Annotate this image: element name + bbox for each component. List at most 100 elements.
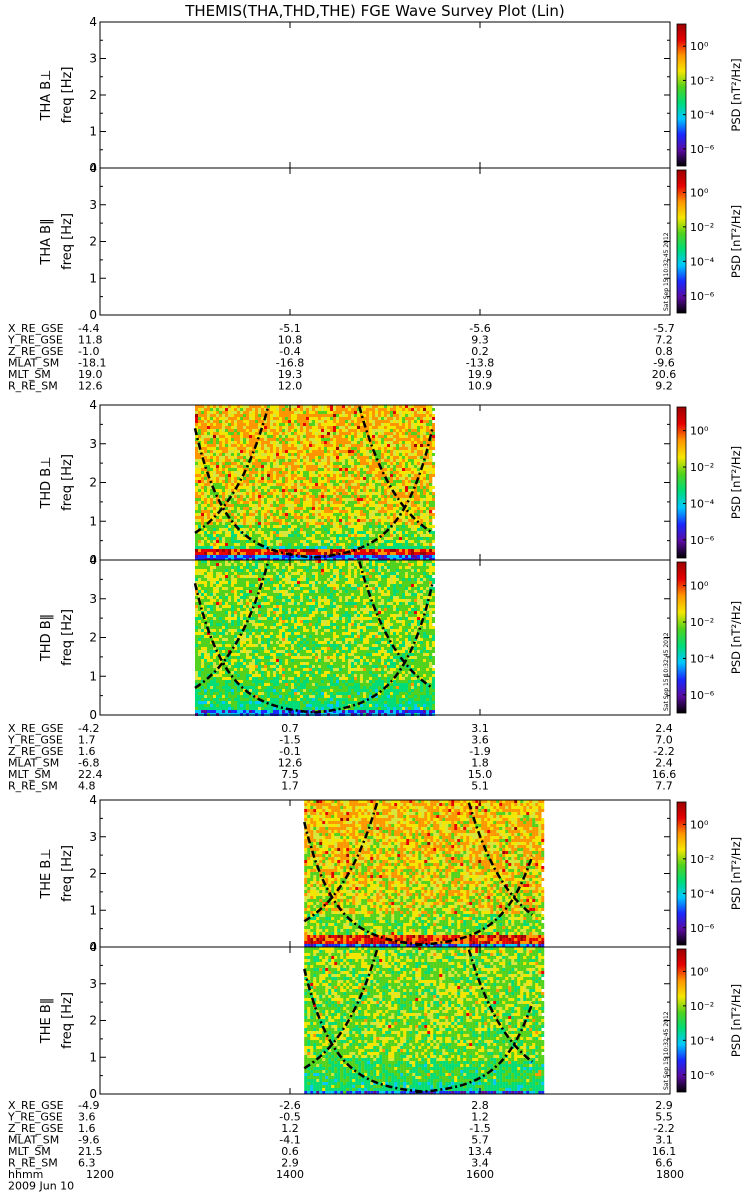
colorbar: 10⁰ 10⁻² 10⁻⁴ 10⁻⁶ PSD [nT²/Hz] (676, 406, 743, 559)
y-tick-label: 0 (89, 308, 97, 322)
y-tick-label: 2 (89, 476, 97, 490)
ephemeris-row-label: R_RE_SM (8, 1157, 58, 1170)
ephemeris-value: 9.2 (655, 380, 673, 393)
colorbar-scale (676, 169, 687, 314)
ephemeris-value: -4.4 (78, 322, 99, 335)
colorbar-label: PSD [nT²/Hz] (729, 984, 743, 1057)
ephemeris-value: 3.1 (471, 722, 489, 735)
y-tick-label: 2 (89, 88, 97, 102)
colorbar: 10⁰ 10⁻² 10⁻⁴ 10⁻⁶ PSD [nT²/Hz] (676, 23, 743, 167)
ephemeris-value: 16.6 (652, 768, 677, 781)
gyrofrequency-line (303, 948, 379, 1070)
ephemeris-value: 5.7 (471, 1134, 489, 1147)
ephemeris-value: -5.1 (279, 322, 300, 335)
colorbar-label: PSD [nT²/Hz] (729, 205, 743, 278)
ephemeris-thd: X_RE_GSE -4.2 0.7 3.1 2.4 Y_RE_GSE 1.7 -1.5 3.6 7… (7, 722, 676, 793)
gyrofrequency-line (467, 802, 534, 916)
ephemeris-row-label: MLAT_SM (8, 1134, 59, 1147)
colorbar-tick-label: 10⁻² (690, 1000, 714, 1013)
panel-ylabel: freq [Hz] (60, 609, 75, 666)
ephemeris-value: 5.5 (655, 1111, 673, 1124)
colorbar-tick-label: 10⁻² (690, 221, 714, 234)
y-tick-label: 3 (89, 437, 97, 451)
ephemeris-value: -2.6 (279, 1099, 300, 1112)
y-tick-label: 2 (89, 1014, 97, 1028)
panel-label: THA B‖ (39, 218, 54, 265)
colorbar-tick-label: 10⁰ (690, 580, 709, 593)
y-tick-label: 0 (89, 1087, 97, 1101)
plot-title: THEMIS(THA,THD,THE) FGE Wave Survey Plot… (185, 2, 565, 20)
y-tick-label: 3 (89, 592, 97, 606)
colorbar-tick-label: 10⁰ (690, 965, 709, 978)
gyrofrequency-line (415, 1002, 534, 1094)
time-tick-label: 1800 (656, 1168, 684, 1181)
time-axis-label: hhmm (8, 1168, 43, 1181)
ephemeris-value: -1.5 (279, 734, 300, 747)
y-tick-label: 0 (89, 708, 97, 722)
y-tick-label: 2 (89, 235, 97, 249)
panel-label: THE B⊥ (39, 848, 54, 899)
timestamp-stamp: Sat Sep 15 10:32:45 2012 (663, 232, 670, 311)
ephemeris-value: -13.8 (466, 357, 494, 370)
ephemeris-row-label: Y_RE_GSE (7, 1111, 63, 1124)
panel-ylabel: freq [Hz] (60, 454, 75, 511)
date-label: 2009 Jun 10 (8, 1180, 74, 1193)
colorbar-tick-label: 10⁻² (690, 853, 714, 866)
colorbar-tick-label: 10⁻⁶ (690, 143, 715, 156)
ephemeris-value: -2.2 (653, 745, 674, 758)
ephemeris-value: 22.4 (78, 768, 103, 781)
colorbar-scale (676, 561, 687, 714)
ephemeris-value: -5.6 (469, 322, 490, 335)
panel-label: THA B⊥ (39, 70, 54, 122)
ephemeris-row-label: MLT_SM (8, 368, 51, 381)
colorbar-tick-label: 10⁻⁶ (690, 534, 715, 547)
ephemeris-row-label: Z_RE_GSE (8, 1122, 64, 1135)
ephemeris-value: 19.9 (468, 368, 493, 381)
y-tick-label: 4 (89, 398, 97, 412)
colorbar-tick-label: 10⁰ (690, 818, 709, 831)
colorbar-label: PSD [nT²/Hz] (729, 446, 743, 519)
ephemeris-row-label: MLT_SM (8, 1145, 51, 1158)
ephemeris-value: -18.1 (78, 357, 106, 370)
y-tick-label: 4 (89, 793, 97, 807)
ephemeris-value: 20.6 (652, 368, 677, 381)
colorbar-tick-label: 10⁻⁴ (690, 109, 715, 122)
colorbar-tick-label: 10⁻⁴ (690, 497, 715, 510)
colorbar-tick-label: 10⁻² (690, 616, 714, 629)
colorbar-scale (676, 23, 687, 167)
ephemeris-value: 0.2 (471, 345, 489, 358)
y-tick-label: 0 (89, 940, 97, 954)
ephemeris-row-label: R_RE_SM (8, 380, 58, 393)
ephemeris-value: 1.2 (281, 1122, 299, 1135)
panel-label: THD B⊥ (39, 456, 54, 509)
ephemeris-value: 1.2 (471, 1111, 489, 1124)
ephemeris-value: 3.6 (471, 734, 489, 747)
ephemeris-row-label: Z_RE_GSE (8, 345, 64, 358)
ephemeris-row-label: MLT_SM (8, 768, 51, 781)
colorbar-tick-label: 10⁻⁴ (690, 887, 715, 900)
y-tick-label: 1 (89, 903, 97, 917)
colorbar-scale (676, 948, 687, 1093)
ephemeris-value: 19.0 (78, 368, 103, 381)
y-tick-label: 1 (89, 669, 97, 683)
panel-ylabel: freq [Hz] (60, 992, 75, 1049)
y-tick-label: 3 (89, 830, 97, 844)
y-tick-label: 1 (89, 514, 97, 528)
gyrofrequency-line (194, 406, 270, 534)
ephemeris-value: 7.2 (655, 334, 673, 347)
ephemeris-value: 3.6 (78, 1111, 96, 1124)
ephemeris-value: 0.7 (281, 722, 299, 735)
ephemeris-value: -16.8 (276, 357, 304, 370)
colorbar-tick-label: 10⁰ (690, 186, 709, 199)
ephemeris-value: 12.0 (278, 380, 303, 393)
panel-the-5: 0 1 2 3 4 THE B‖ freq [Hz] 10⁰ 10⁻² 10⁻⁴ 10⁻⁶ PSD [… (39, 940, 743, 1101)
ephemeris-value: 6.6 (655, 1157, 673, 1170)
y-tick-label: 0 (89, 161, 97, 175)
gyrofrequency-line (313, 583, 434, 714)
plot-frame (99, 167, 671, 316)
ephemeris-value: 12.6 (78, 380, 103, 393)
ephemeris-value: 12.6 (278, 757, 303, 770)
panel-thd-2: 0 1 2 3 4 THD B⊥ freq [Hz] 10⁰ 10⁻² 10⁻⁴ 10⁻⁶ PSD [… (39, 398, 743, 567)
ephemeris-value: -1.0 (78, 345, 99, 358)
gyrofrequency-line (467, 949, 534, 1063)
